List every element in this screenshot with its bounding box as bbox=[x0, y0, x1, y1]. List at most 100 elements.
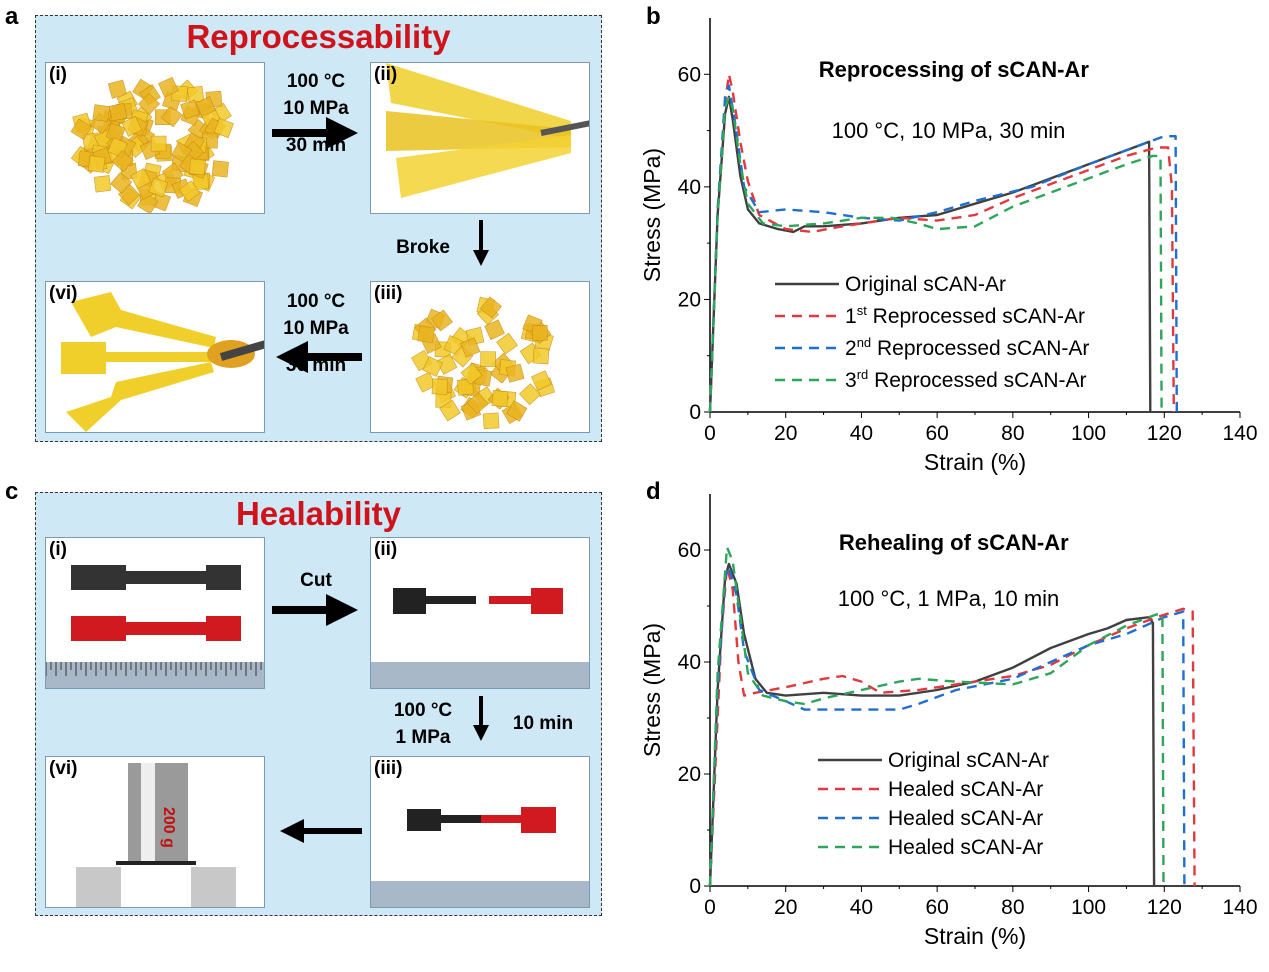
photo-label: (ii) bbox=[374, 64, 398, 85]
pressure-label: 10 MPa bbox=[283, 318, 349, 339]
x-tick-label: 60 bbox=[925, 896, 948, 919]
yellow-piece bbox=[505, 363, 525, 383]
panel-label-c: c bbox=[5, 478, 19, 505]
series-line bbox=[708, 546, 1165, 887]
x-tick-label: 120 bbox=[1147, 896, 1182, 919]
weight-test-image: 200 g bbox=[76, 763, 236, 907]
photo-samples: (i) bbox=[45, 537, 265, 689]
y-tick-label: 40 bbox=[678, 651, 701, 674]
process-arrows bbox=[272, 117, 489, 843]
healed-sample-image bbox=[371, 807, 589, 907]
yellow-piece bbox=[518, 383, 542, 406]
series-line bbox=[708, 84, 1178, 413]
yellow-piece bbox=[431, 378, 448, 395]
x-axis-label: Strain (%) bbox=[924, 923, 1026, 949]
photo-cut-sample: (ii) bbox=[370, 537, 590, 689]
yellow-piece bbox=[180, 99, 200, 120]
yellow-piece bbox=[213, 117, 234, 139]
legend-label: Healed sCAN-Ar bbox=[888, 836, 1043, 859]
y-axis-label: Stress (MPa) bbox=[639, 623, 665, 757]
yellow-piece bbox=[186, 85, 205, 104]
x-axis-label: Strain (%) bbox=[924, 449, 1026, 475]
yellow-piece bbox=[150, 135, 167, 152]
series-line bbox=[708, 95, 1163, 413]
yellow-piece bbox=[506, 400, 528, 422]
yellow-piece bbox=[188, 158, 206, 176]
photo-broken-pieces: (iii) bbox=[370, 281, 590, 433]
x-tick-label: 100 bbox=[1071, 422, 1106, 445]
yellow-piece bbox=[460, 337, 481, 358]
yellow-piece bbox=[439, 399, 461, 422]
legend-label: Original sCAN-Ar bbox=[888, 749, 1049, 772]
chart-title: Rehealing of sCAN-Ar bbox=[839, 530, 1069, 555]
photo-dogbones: (vi) bbox=[45, 281, 265, 433]
pressure-label: 10 MPa bbox=[283, 98, 349, 119]
x-tick-label: 40 bbox=[850, 896, 873, 919]
x-tick-label: 140 bbox=[1222, 896, 1257, 919]
legend-label: 1st Reprocessed sCAN-Ar bbox=[845, 303, 1085, 328]
yellow-pieces-image bbox=[70, 76, 234, 213]
photo-label: (i) bbox=[49, 539, 67, 560]
panel-title: Reprocessability bbox=[186, 18, 451, 55]
x-tick-label: 60 bbox=[925, 422, 948, 445]
yellow-piece bbox=[491, 390, 509, 408]
legend-label: Original sCAN-Ar bbox=[845, 273, 1006, 296]
legend-label: Healed sCAN-Ar bbox=[888, 807, 1043, 830]
step-cut: Cut bbox=[300, 570, 332, 591]
pressure-label: 1 MPa bbox=[395, 727, 451, 748]
black-red-samples-image bbox=[46, 565, 264, 688]
panel-title: Healability bbox=[235, 495, 402, 532]
photo-label: (i) bbox=[49, 64, 67, 85]
panel-label-b: b bbox=[646, 3, 661, 30]
chart-title: Reprocessing of sCAN-Ar bbox=[819, 57, 1090, 82]
panel-label-d: d bbox=[646, 478, 661, 505]
x-tick-label: 80 bbox=[1001, 896, 1024, 919]
y-tick-label: 60 bbox=[678, 63, 701, 86]
series-line bbox=[708, 73, 1175, 413]
weight-label: 200 g bbox=[160, 807, 177, 848]
x-tick-label: 0 bbox=[704, 422, 716, 445]
cut-sample-image bbox=[371, 588, 589, 688]
yellow-piece bbox=[148, 177, 169, 198]
y-tick-label: 40 bbox=[678, 176, 701, 199]
chart-annotation: 100 °C, 1 MPa, 10 min bbox=[838, 586, 1060, 611]
photo-label: (vi) bbox=[49, 758, 78, 779]
yellow-dogbones-image bbox=[61, 292, 264, 432]
yellow-piece bbox=[480, 351, 496, 368]
yellow-piece bbox=[108, 102, 128, 122]
photo-label: (ii) bbox=[374, 539, 398, 560]
legend-label: 3rd Reprocessed sCAN-Ar bbox=[845, 367, 1086, 392]
yellow-films-image bbox=[386, 63, 589, 198]
yellow-pieces-image bbox=[410, 296, 556, 430]
y-axis-label: Stress (MPa) bbox=[639, 148, 665, 282]
yellow-piece bbox=[93, 175, 112, 193]
photo-pieces: (i) bbox=[45, 62, 265, 214]
yellow-piece bbox=[92, 104, 111, 122]
photo-label: (vi) bbox=[49, 283, 78, 304]
chart-annotation: 100 °C, 10 MPa, 30 min bbox=[832, 118, 1066, 143]
yellow-piece bbox=[531, 370, 552, 391]
yellow-piece bbox=[484, 319, 505, 341]
series-line bbox=[708, 95, 1152, 413]
step-broke: Broke bbox=[396, 237, 450, 258]
yellow-piece bbox=[158, 76, 179, 98]
photo-label: (iii) bbox=[374, 283, 403, 304]
series-line bbox=[708, 565, 1186, 887]
temperature-label: 100 °C bbox=[286, 71, 346, 92]
yellow-piece bbox=[121, 115, 143, 137]
series-line bbox=[708, 565, 1196, 887]
photo-films: (ii) bbox=[370, 62, 590, 214]
yellow-piece bbox=[532, 347, 550, 365]
yellow-piece bbox=[211, 160, 229, 178]
yellow-piece bbox=[107, 79, 128, 99]
y-tick-label: 60 bbox=[678, 539, 701, 562]
x-tick-label: 0 bbox=[704, 896, 716, 919]
legend-label: 2nd Reprocessed sCAN-Ar bbox=[845, 335, 1089, 360]
step-conditions: 100 °C 1 MPa bbox=[383, 697, 463, 751]
yellow-piece bbox=[195, 96, 216, 117]
time-label: 10 min bbox=[512, 713, 574, 734]
reprocessing-stress-strain-chart: 0 20 40 60 80 100 120 140 0 20 40 60 Strain (%) Stres… bbox=[639, 18, 1258, 475]
yellow-piece bbox=[110, 171, 133, 194]
yellow-piece bbox=[417, 325, 435, 344]
yellow-piece bbox=[111, 150, 134, 173]
